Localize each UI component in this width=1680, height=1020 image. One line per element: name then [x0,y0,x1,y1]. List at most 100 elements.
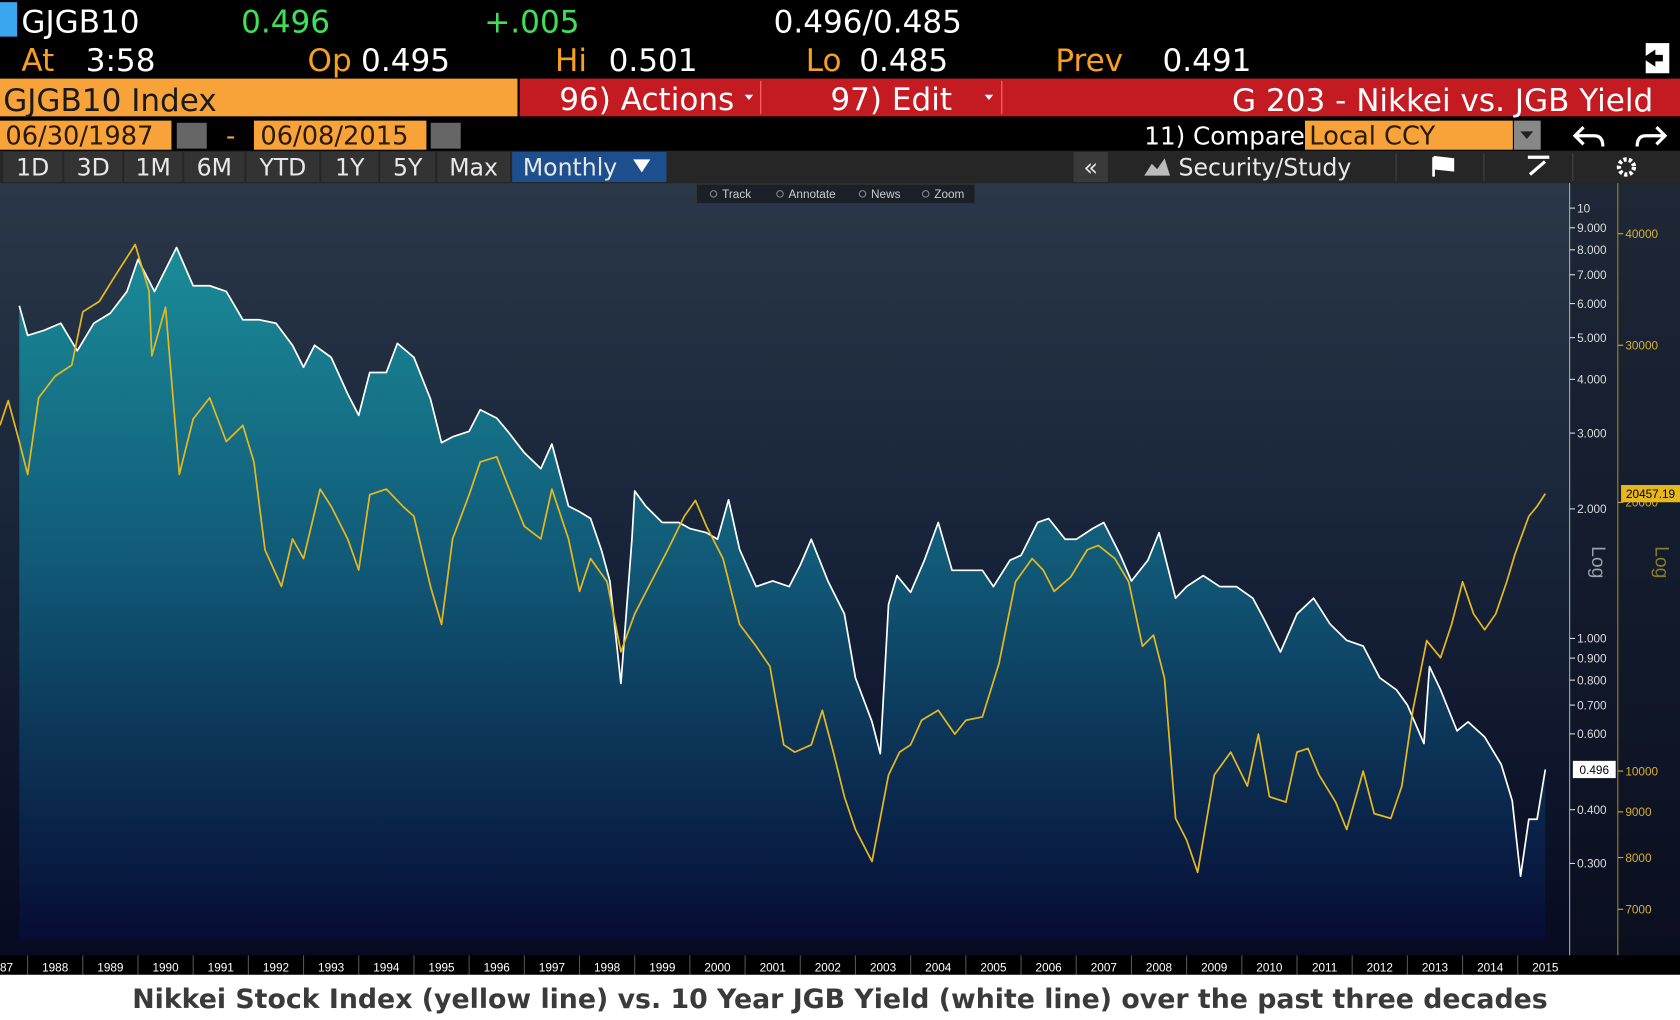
x-tick-label: 2015 [1532,961,1559,975]
yticks-label: 0.600 [1577,727,1607,741]
caption-bg [0,974,1680,1020]
yticks-label: 1.000 [1577,632,1607,646]
period-label: 3D [77,154,110,182]
edit-icon[interactable] [1527,155,1550,176]
tool-label[interactable]: News [871,187,901,201]
flag-icon[interactable] [1432,155,1455,177]
undo-icon[interactable] [1572,125,1605,147]
collapse: « [1083,154,1097,182]
edit-menu[interactable]: 97) Edit [830,82,952,118]
period-button[interactable] [3,151,63,183]
y2ticks-label: 30000 [1625,339,1658,353]
start-date: 06/30/1987 [5,121,153,151]
redo-icon[interactable] [1635,125,1668,147]
x-tick-label: 1987 [0,961,13,975]
security-name: GJGB10 Index [3,83,216,119]
currency: Local CCY [1309,121,1435,151]
period-label: 1M [136,154,171,182]
tool-label[interactable]: Annotate [789,187,837,201]
x-tick-label: 1997 [539,961,565,975]
series-line [0,243,1547,874]
y2-scale-label: Log [1650,546,1671,578]
chart-tools: Track Annotate News Zoom [709,187,965,201]
caption: Nikkei Stock Index (yellow line) vs. 10 … [132,984,1547,1015]
x-tick-label: 2006 [1036,961,1063,975]
area-fill [19,247,1546,940]
axis-panel [1569,183,1680,956]
plot [0,243,1547,940]
start-date-box[interactable] [0,120,172,150]
currency-box[interactable] [1305,120,1513,150]
x-tick-label: 2004 [925,961,952,975]
y-scale-label: Log [1587,546,1608,578]
tool-label[interactable]: Zoom [934,187,964,201]
yticks-label: 10 [1577,201,1591,215]
tool-icon [921,190,930,198]
high-label: Hi [555,43,587,79]
dropdown-arrow [633,159,651,173]
x-tick-label: 2005 [980,961,1007,975]
settings-icon[interactable] [1616,157,1637,177]
period-label: 6M [197,154,232,182]
tool-label[interactable]: Track [722,187,751,201]
date-separator: - [226,121,235,151]
change: +.005 [484,4,579,40]
x-tick-label: 2013 [1422,961,1449,975]
calendar-icon[interactable] [430,122,461,149]
period-label: YTD [258,154,306,182]
x-tick-label: 1988 [42,961,69,975]
dropdown-arrow [1520,131,1534,139]
x-tick-label: 1991 [208,961,234,975]
compare-button[interactable]: 11) Compare [1144,121,1304,150]
prev: 0.491 [1163,43,1252,79]
yticks-label: 3.000 [1577,426,1607,440]
period-label: 1Y [335,154,365,182]
x-tick-label: 2003 [870,961,897,975]
period-button[interactable] [64,151,123,183]
tool-icon [776,190,784,198]
x-tick-label: 1996 [484,961,511,975]
last-value-box [1621,485,1680,503]
collapse-button[interactable] [1073,151,1108,183]
x-tick-label: 1990 [152,961,179,975]
x-tick-label: 2012 [1367,961,1393,975]
x-tick-label: 2010 [1256,961,1283,975]
period-button[interactable] [246,151,320,183]
x-tick-label: 2001 [760,961,786,975]
period-button[interactable] [321,151,379,183]
x-tick-label: 1989 [97,961,123,975]
prev-label: Prev [1055,43,1123,79]
export-icon[interactable] [1642,43,1670,74]
x-axis-strip [0,955,1680,975]
security-study[interactable]: Security/Study [1179,154,1352,182]
x-tick-label: 2000 [704,961,731,975]
end-date-box[interactable] [253,120,427,150]
time: 3:58 [86,43,156,79]
dropdown-arrow [744,94,754,101]
x-axis: 1987 1988 1989 1990 1991 1992 1993 1994 1995 1996… [0,955,1559,975]
x-tick-label: 2002 [815,961,841,975]
y2ticks-label: 9000 [1625,805,1652,819]
open-label: Op [308,43,352,79]
period-button[interactable] [184,151,245,183]
menu-bar [519,78,1680,117]
x-tick-label: 2014 [1477,961,1504,975]
cursor-marker [0,2,18,37]
last-value-label: 0.496 [1580,763,1610,777]
actions-menu[interactable]: 96) Actions [559,82,734,118]
period-button[interactable] [437,151,510,183]
x-tick-label: 2011 [1312,961,1337,975]
yticks-label: 0.700 [1577,698,1607,712]
period-label: 1D [16,154,49,182]
yticks-label: 8.000 [1577,243,1607,257]
period-button[interactable] [124,151,183,183]
bid-ask: 0.496/0.485 [774,4,962,40]
period-button[interactable] [380,151,435,183]
calendar-icon[interactable] [176,122,207,149]
period-label: 5Y [393,154,423,182]
tool-icon [858,190,867,198]
period-buttons: 1D 3D 1M 6M YTD 1Y 5Y Max [3,151,510,183]
x-tick-label: 1992 [263,961,289,975]
